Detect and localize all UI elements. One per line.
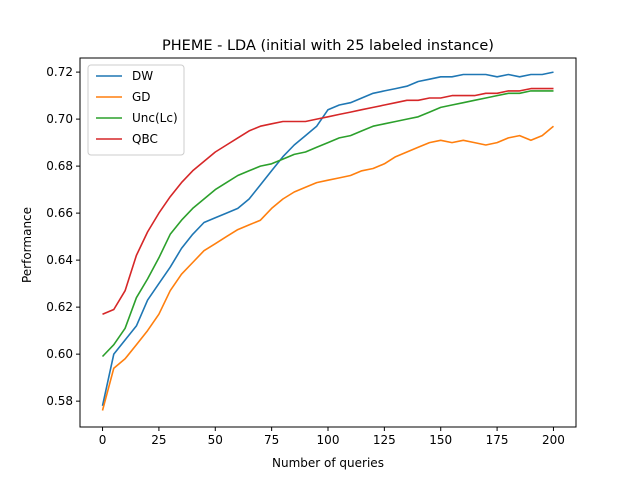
y-tick-label: 0.64 [46,253,73,267]
x-tick-label: 100 [317,433,340,447]
x-tick-label: 125 [373,433,396,447]
x-tick-label: 200 [542,433,565,447]
plot-area: 0 25 50 75 100 125 150 175 200 0.58 0.60 0.62 0.64 0.… [46,64,565,447]
chart-title: PHEME - LDA (initial with 25 labeled ins… [162,38,494,54]
series-line-unc-lc [101,90,554,358]
x-tick-label: 50 [208,433,223,447]
legend-label-qbc: QBC [132,132,158,146]
y-tick-label: 0.60 [46,347,73,361]
x-tick-label: 175 [486,433,509,447]
series-line-dw [101,71,554,406]
y-tick-label: 0.68 [46,159,73,173]
legend-label-dw: DW [132,69,153,83]
y-tick-label: 0.58 [46,394,73,408]
legend-box [87,64,185,156]
y-axis-label: Performance [20,207,34,283]
legend-label-unc-lc: Unc(Lc) [132,111,178,125]
legend-label-gd: GD [132,90,151,104]
plot-frame [79,57,577,428]
series-line-qbc [102,87,554,315]
x-axis-label: Number of queries [272,456,384,470]
y-tick-label: 0.70 [46,112,73,126]
y-tick-label: 0.72 [46,65,73,79]
y-tick-label: 0.66 [46,206,73,220]
x-tick-label: 150 [429,433,452,447]
series-line-gd [101,125,555,411]
y-tick-label: 0.62 [46,300,73,314]
x-tick-label: 75 [264,433,279,447]
x-tick-label: 0 [99,433,107,447]
x-tick-label: 25 [151,433,166,447]
